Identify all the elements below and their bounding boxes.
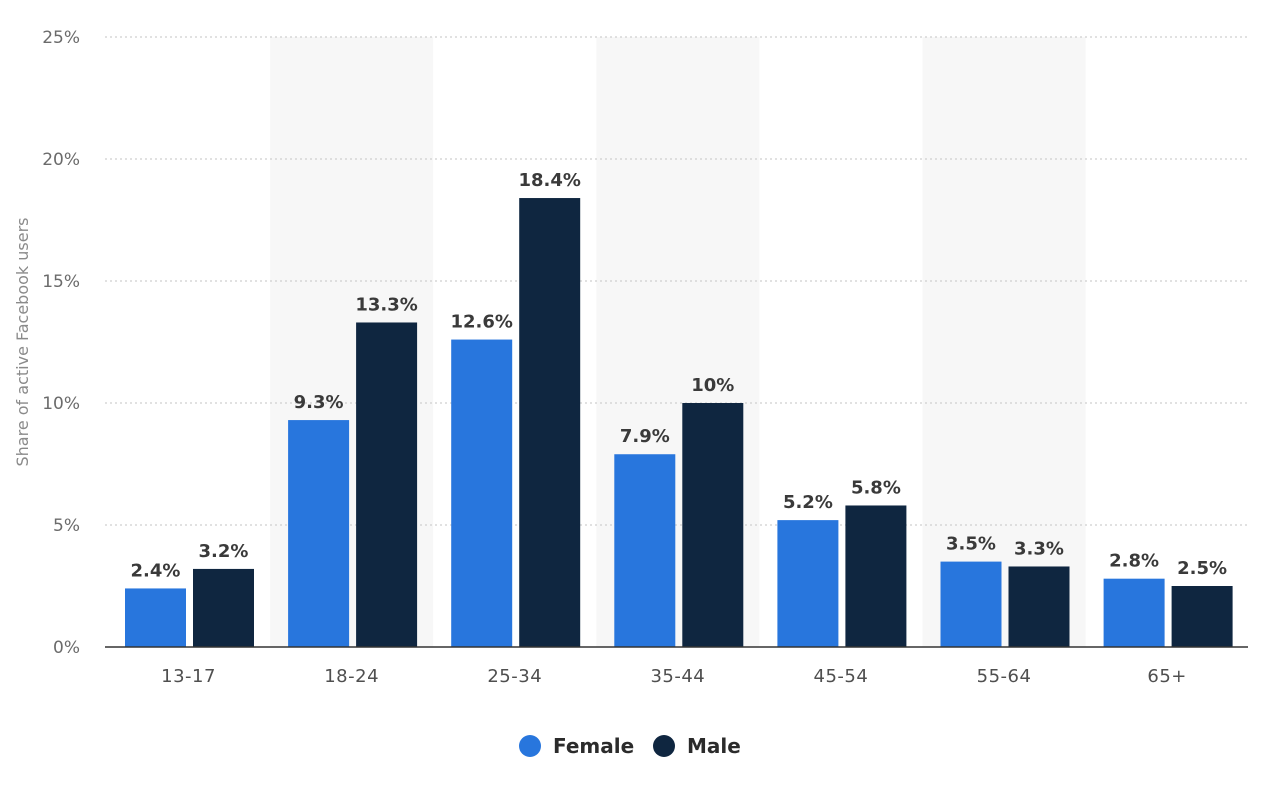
data-label-male-55-64: 3.3% — [1014, 538, 1064, 559]
y-axis-title: Share of active Facebook users — [13, 218, 32, 467]
legend-item-female[interactable]: Female — [553, 734, 634, 758]
y-tick-label: 15% — [42, 272, 80, 292]
bar-female-13-17[interactable] — [125, 588, 186, 647]
data-label-female-55-64: 3.5% — [946, 534, 996, 555]
legend: Female Male — [519, 734, 741, 758]
bar-male-45-54[interactable] — [845, 505, 907, 647]
x-tick-label: 55-64 — [977, 666, 1032, 687]
category-bands — [270, 37, 1086, 647]
bar-male-18-24[interactable] — [356, 322, 418, 647]
data-labels: 2.4% 3.2% 9.3% 13.3% 12.6% 18.4% 7.9% 10% 5.2% 5.… — [131, 170, 1228, 581]
x-tick-label: 13-17 — [161, 666, 216, 687]
bar-female-45-54[interactable] — [777, 520, 839, 647]
data-label-female-13-17: 2.4% — [131, 560, 181, 581]
data-label-female-18-24: 9.3% — [294, 392, 344, 413]
data-label-male-25-34: 18.4% — [518, 170, 580, 191]
x-tick-label: 25-34 — [487, 666, 542, 687]
data-label-male-35-44: 10% — [691, 375, 734, 396]
bar-male-13-17[interactable] — [193, 568, 254, 647]
bar-male-25-34[interactable] — [519, 198, 581, 648]
data-label-male-65+: 2.5% — [1177, 558, 1227, 579]
bar-female-55-64[interactable] — [940, 561, 1002, 647]
data-label-male-18-24: 13.3% — [355, 294, 417, 315]
bar-male-55-64[interactable] — [1008, 566, 1070, 647]
legend-marker-male — [653, 735, 675, 757]
bar-female-65+[interactable] — [1103, 578, 1165, 647]
bar-male-65+[interactable] — [1171, 586, 1233, 647]
bar-female-35-44[interactable] — [614, 454, 676, 647]
data-label-female-25-34: 12.6% — [450, 312, 512, 333]
legend-marker-female — [519, 735, 541, 757]
category-band-55-64 — [922, 37, 1086, 647]
data-label-female-65+: 2.8% — [1109, 551, 1159, 572]
y-tick-label: 25% — [42, 28, 80, 48]
y-tick-label: 20% — [42, 150, 80, 170]
bar-male-35-44[interactable] — [682, 403, 744, 647]
bars — [125, 198, 1233, 648]
data-label-female-45-54: 5.2% — [783, 492, 833, 513]
bar-female-18-24[interactable] — [288, 420, 350, 647]
y-axis-ticks: 0% 5% 10% 15% 20% 25% — [42, 28, 80, 658]
data-label-male-45-54: 5.8% — [851, 477, 901, 498]
data-label-male-13-17: 3.2% — [199, 541, 249, 562]
y-tick-label: 10% — [42, 394, 80, 414]
bar-female-25-34[interactable] — [451, 339, 513, 647]
x-tick-label: 45-54 — [814, 666, 869, 687]
x-tick-label: 65+ — [1147, 666, 1187, 687]
y-tick-label: 5% — [53, 516, 80, 536]
x-tick-label: 18-24 — [324, 666, 379, 687]
y-tick-label: 0% — [53, 638, 80, 658]
x-axis-ticks: 13-17 18-24 25-34 35-44 45-54 55-64 65+ — [161, 666, 1187, 687]
legend-item-male[interactable]: Male — [687, 734, 741, 758]
x-tick-label: 35-44 — [650, 666, 705, 687]
data-label-female-35-44: 7.9% — [620, 426, 670, 447]
